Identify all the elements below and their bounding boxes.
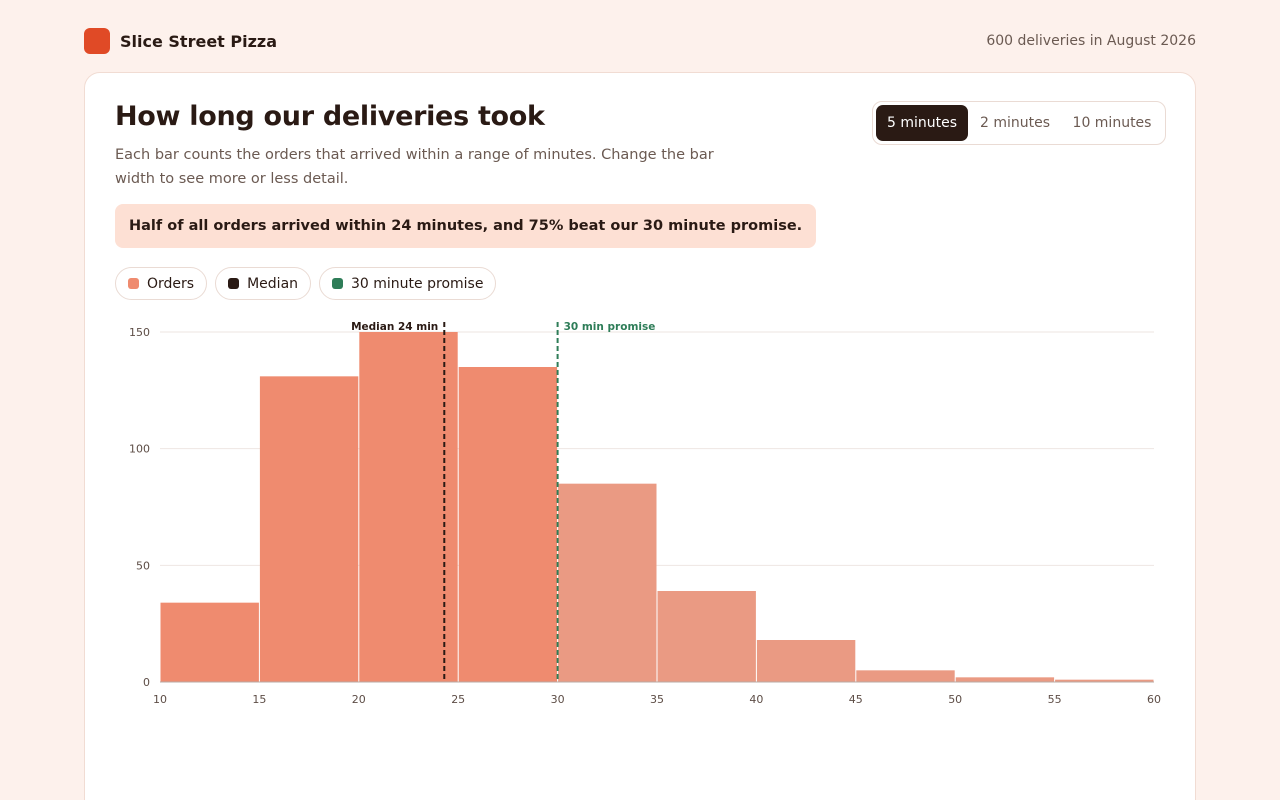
x-tick-label: 60 — [1147, 693, 1161, 706]
histogram-bar — [160, 602, 259, 682]
legend-orders-swatch — [128, 278, 139, 289]
legend-median-swatch — [228, 278, 240, 289]
x-tick-label: 20 — [352, 693, 366, 706]
chart-legend: Orders Median 30 minute promise — [115, 267, 497, 300]
promise-label: 30 min promise — [564, 321, 656, 333]
page-title: How long our deliveries took — [115, 101, 545, 132]
histogram-bar — [458, 367, 558, 682]
top-bar: Slice Street Pizza 600 deliveries in Aug… — [84, 28, 1196, 54]
legend-orders[interactable]: Orders — [115, 267, 208, 300]
delivery-summary: 600 deliveries in August 2026 — [986, 33, 1196, 49]
x-tick-label: 10 — [153, 693, 167, 706]
chart-card: How long our deliveries took Each bar co… — [84, 72, 1196, 800]
page-subtitle: Each bar counts the orders that arrived … — [115, 147, 714, 187]
x-tick-label: 15 — [252, 693, 266, 706]
legend-orders-label: Orders — [147, 275, 195, 292]
histogram-bar — [657, 591, 756, 682]
brand: Slice Street Pizza — [84, 28, 277, 54]
bin-width-5-button[interactable]: 5 minutes — [876, 105, 968, 141]
x-tick-label: 25 — [451, 693, 465, 706]
bin-width-toggle: 5 minutes 2 minutes 10 minutes — [872, 101, 1166, 145]
insight-callout: Half of all orders arrived within 24 min… — [115, 204, 817, 248]
brand-name: Slice Street Pizza — [120, 31, 278, 51]
y-tick-label: 150 — [129, 326, 150, 339]
bin-width-10-button[interactable]: 10 minutes — [1072, 115, 1152, 131]
y-tick-label: 50 — [136, 559, 150, 572]
histogram-bar — [756, 640, 856, 682]
y-tick-label: 100 — [129, 443, 150, 456]
x-tick-label: 50 — [948, 693, 962, 706]
bin-width-2-button[interactable]: 2 minutes — [979, 115, 1051, 131]
histogram-bar — [359, 332, 458, 682]
histogram-bar — [856, 670, 955, 682]
legend-median[interactable]: Median — [215, 267, 312, 300]
histogram-chart: 0 50 100 150 10 15 20 25 30 35 40 45 50 55 60 Median 24… — [129, 321, 1161, 706]
histogram-bar — [1055, 679, 1154, 682]
brand-logo — [84, 28, 110, 54]
x-tick-label: 40 — [749, 693, 763, 706]
x-tick-label: 45 — [849, 693, 863, 706]
legend-promise[interactable]: 30 minute promise — [319, 267, 497, 300]
histogram-bar — [558, 483, 657, 682]
x-tick-label: 35 — [650, 693, 664, 706]
x-tick-label: 55 — [1048, 693, 1062, 706]
legend-promise-label: 30 minute promise — [351, 275, 484, 292]
y-tick-label: 0 — [143, 676, 150, 689]
legend-promise-swatch — [332, 278, 344, 289]
median-label: Median 24 min — [351, 321, 438, 333]
histogram-bar — [955, 677, 1055, 682]
x-tick-label: 30 — [551, 693, 565, 706]
legend-median-label: Median — [247, 275, 299, 292]
histogram-bar — [259, 376, 359, 682]
